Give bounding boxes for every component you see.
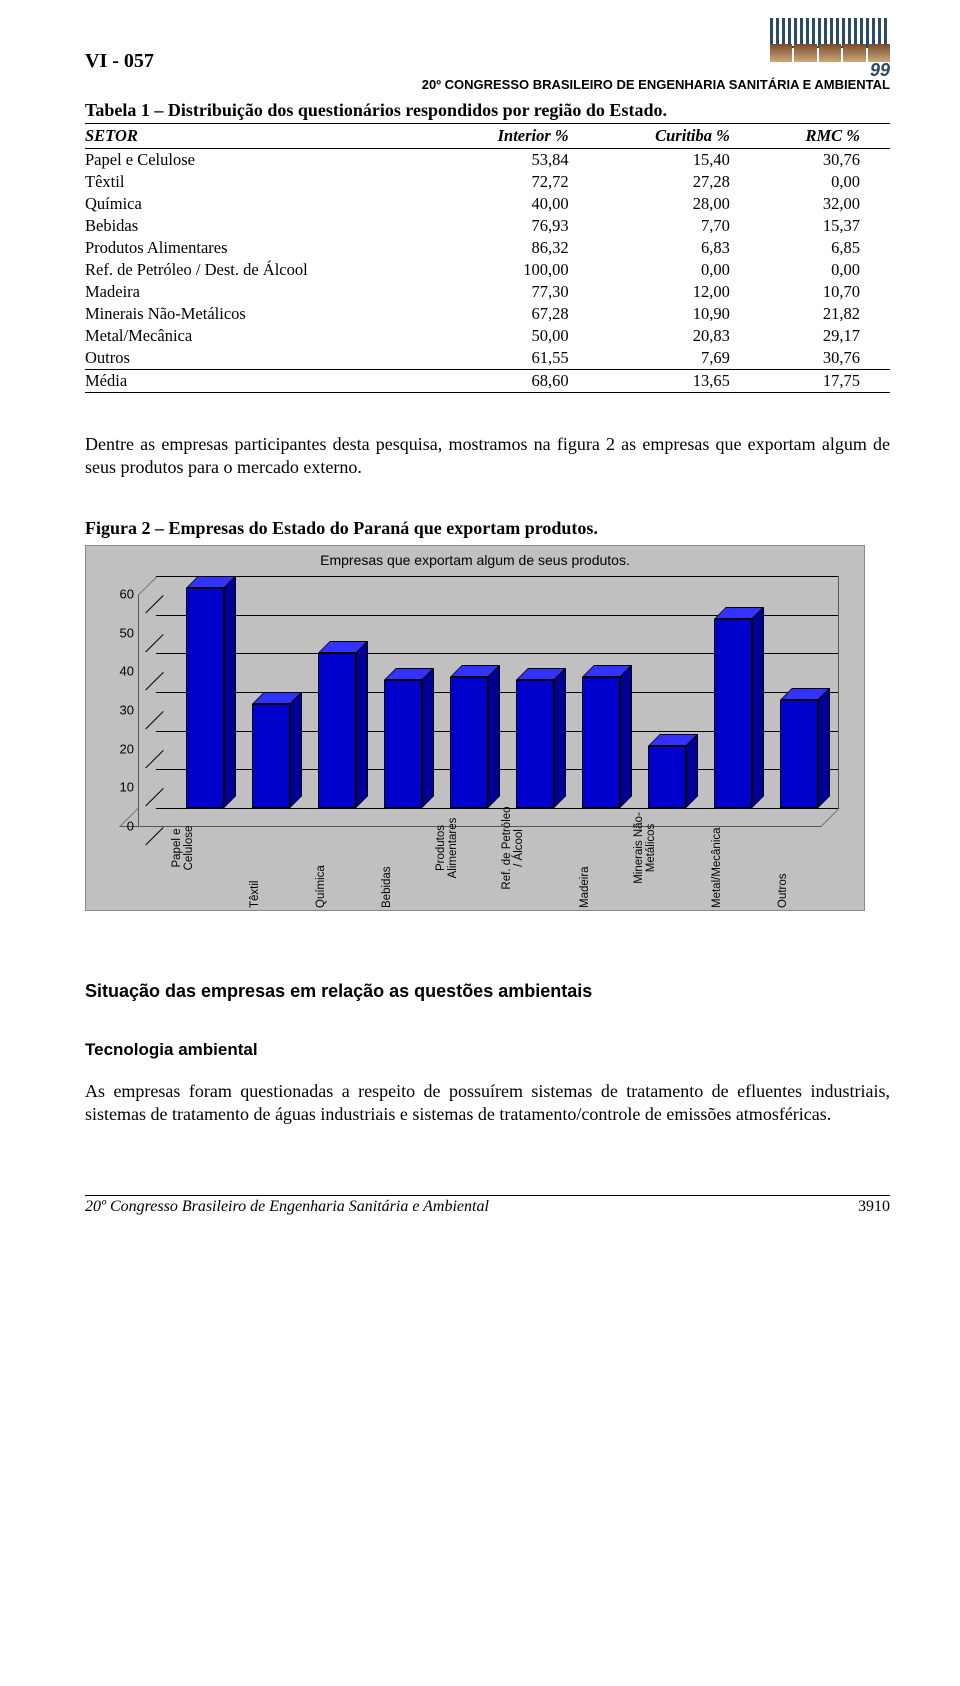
cell: 13,65: [599, 370, 760, 393]
cell: 53,84: [443, 149, 599, 172]
cell: 68,60: [443, 370, 599, 393]
y-axis-tick: 10: [94, 780, 134, 795]
y-axis-tick: 60: [94, 587, 134, 602]
cell: 12,00: [599, 281, 760, 303]
table-row: Papel e Celulose53,8415,4030,76: [85, 149, 890, 172]
bar-chart: 0102030405060Papel eCeluloseTêxtilQuímic…: [94, 572, 856, 902]
table-row: Ref. de Petróleo / Dest. de Álcool100,00…: [85, 259, 890, 281]
cell: Bebidas: [85, 215, 443, 237]
cell: 10,70: [760, 281, 890, 303]
section-heading: Situação das empresas em relação as ques…: [85, 981, 890, 1002]
cell: 15,40: [599, 149, 760, 172]
table-row: Têxtil72,7227,280,00: [85, 171, 890, 193]
cell: 17,75: [760, 370, 890, 393]
cell: Papel e Celulose: [85, 149, 443, 172]
table-row: Química40,0028,0032,00: [85, 193, 890, 215]
cell: Minerais Não-Metálicos: [85, 303, 443, 325]
table-footer-row: Média68,6013,6517,75: [85, 370, 890, 393]
table-row: Madeira77,3012,0010,70: [85, 281, 890, 303]
cell: 7,69: [599, 347, 760, 370]
cell: 40,00: [443, 193, 599, 215]
table-title: Tabela 1 – Distribuição dos questionário…: [85, 100, 890, 121]
chart-bar: [186, 588, 224, 808]
cell: Metal/Mecânica: [85, 325, 443, 347]
cell: 32,00: [760, 193, 890, 215]
figure-title: Figura 2 – Empresas do Estado do Paraná …: [85, 518, 890, 539]
cell: 7,70: [599, 215, 760, 237]
page-footer: 20º Congresso Brasileiro de Engenharia S…: [85, 1195, 890, 1216]
cell: 21,82: [760, 303, 890, 325]
cell: 50,00: [443, 325, 599, 347]
cell: 10,90: [599, 303, 760, 325]
chart-caption: Empresas que exportam algum de seus prod…: [94, 552, 856, 568]
table-row: Minerais Não-Metálicos67,2810,9021,82: [85, 303, 890, 325]
page-number: 3910: [858, 1198, 890, 1216]
x-axis-label: Minerais Não-Metálicos: [634, 788, 657, 908]
cell: 6,83: [599, 237, 760, 259]
cell: Média: [85, 370, 443, 393]
cell: 29,17: [760, 325, 890, 347]
cell: Ref. de Petróleo / Dest. de Álcool: [85, 259, 443, 281]
cell: 72,72: [443, 171, 599, 193]
cell: 0,00: [599, 259, 760, 281]
col-header: Curitiba %: [599, 124, 760, 149]
x-axis-label: Ref. de Petróleo/ Álcool: [502, 788, 525, 908]
y-axis-tick: 0: [94, 819, 134, 834]
cell: 6,85: [760, 237, 890, 259]
cell: 30,76: [760, 149, 890, 172]
cell: 0,00: [760, 171, 890, 193]
y-axis-tick: 40: [94, 664, 134, 679]
cell: 15,37: [760, 215, 890, 237]
chart-bar: [318, 653, 356, 808]
table-row: Bebidas76,937,7015,37: [85, 215, 890, 237]
paragraph: Dentre as empresas participantes desta p…: [85, 433, 890, 478]
cell: Madeira: [85, 281, 443, 303]
x-axis-label: Metal/Mecânica: [711, 788, 723, 908]
col-header: RMC %: [760, 124, 890, 149]
y-axis-tick: 30: [94, 703, 134, 718]
cell: 76,93: [443, 215, 599, 237]
footer-text: 20º Congresso Brasileiro de Engenharia S…: [85, 1198, 489, 1215]
logo-year: 99: [770, 60, 890, 81]
paragraph: As empresas foram questionadas a respeit…: [85, 1080, 890, 1125]
cell: 61,55: [443, 347, 599, 370]
x-axis-label: ProdutosAlimentares: [436, 788, 459, 908]
col-header: SETOR: [85, 124, 443, 149]
table-header-row: SETOR Interior % Curitiba % RMC %: [85, 124, 890, 149]
cell: 86,32: [443, 237, 599, 259]
cell: 27,28: [599, 171, 760, 193]
cell: 28,00: [599, 193, 760, 215]
cell: 77,30: [443, 281, 599, 303]
x-axis-label: Outros: [777, 788, 789, 908]
y-axis-tick: 50: [94, 625, 134, 640]
table-row: Outros61,557,6930,76: [85, 347, 890, 370]
table-row: Metal/Mecânica50,0020,8329,17: [85, 325, 890, 347]
cell: Produtos Alimentares: [85, 237, 443, 259]
x-axis-label: Papel eCelulose: [172, 788, 195, 908]
cell: Outros: [85, 347, 443, 370]
chart-frame: Empresas que exportam algum de seus prod…: [85, 545, 865, 911]
cell: 67,28: [443, 303, 599, 325]
y-axis-tick: 20: [94, 741, 134, 756]
x-axis-label: Química: [315, 788, 327, 908]
header-logo: 99: [770, 18, 890, 81]
cell: 100,00: [443, 259, 599, 281]
col-header: Interior %: [443, 124, 599, 149]
cell: 30,76: [760, 347, 890, 370]
data-table: SETOR Interior % Curitiba % RMC % Papel …: [85, 123, 890, 393]
cell: 20,83: [599, 325, 760, 347]
table-row: Produtos Alimentares86,326,836,85: [85, 237, 890, 259]
subsection-heading: Tecnologia ambiental: [85, 1040, 890, 1060]
cell: 0,00: [760, 259, 890, 281]
x-axis-label: Bebidas: [381, 788, 393, 908]
x-axis-label: Têxtil: [249, 788, 261, 908]
cell: Química: [85, 193, 443, 215]
cell: Têxtil: [85, 171, 443, 193]
x-axis-label: Madeira: [579, 788, 591, 908]
chart-bar: [714, 619, 752, 808]
